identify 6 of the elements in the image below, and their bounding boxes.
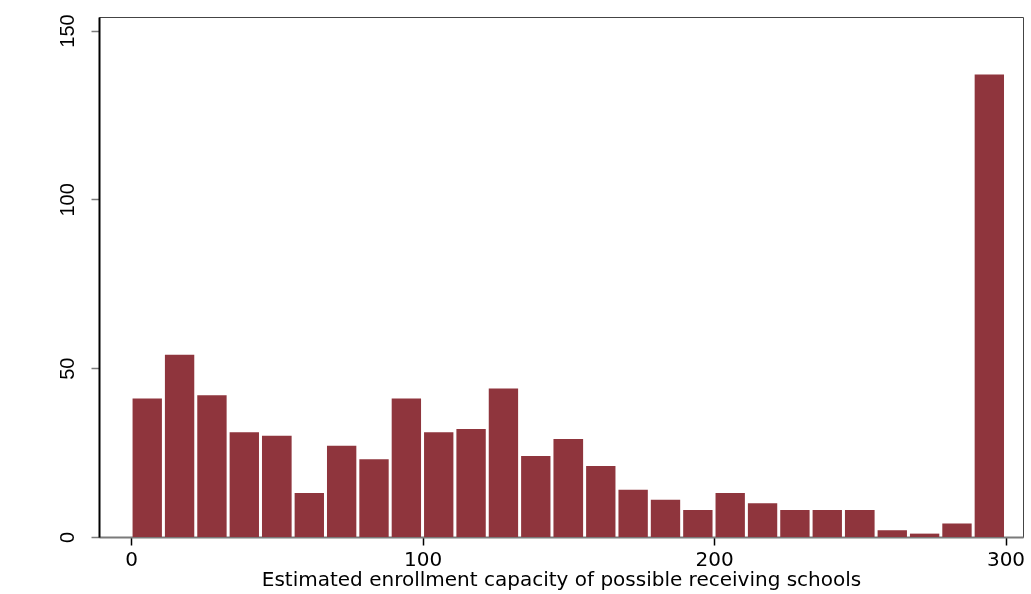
y-tick-label: 150 (55, 14, 78, 48)
y-tick-label: 0 (55, 531, 78, 544)
y-tick-label: 50 (55, 357, 78, 380)
y-tick-label: 100 (55, 183, 78, 217)
x-tick-label: 300 (986, 546, 1026, 571)
x-tick-label: 0 (125, 546, 138, 571)
